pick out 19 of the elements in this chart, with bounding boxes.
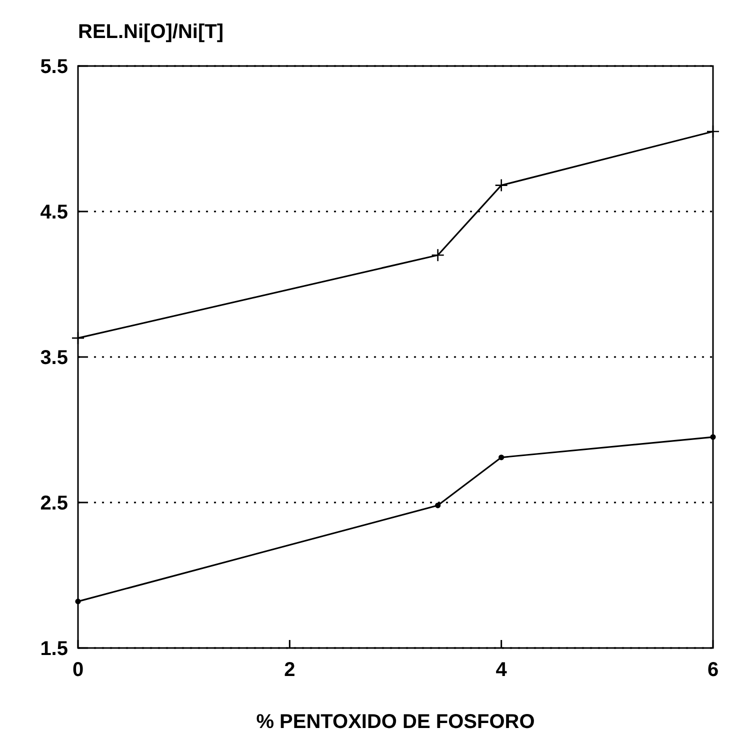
y-axis-title: REL.Ni[O]/Ni[T] — [78, 21, 224, 43]
y-tick-label: 3.5 — [40, 347, 68, 369]
y-tick-label: 5.5 — [40, 56, 68, 78]
x-tick-label: 2 — [284, 659, 296, 681]
x-tick-label: 0 — [72, 659, 84, 681]
y-tick-label: 4.5 — [40, 202, 68, 224]
point — [494, 178, 508, 192]
point — [498, 454, 504, 460]
point — [75, 598, 81, 604]
point — [435, 502, 441, 508]
point — [431, 248, 444, 262]
point — [706, 124, 720, 138]
y-tick-label: 2.5 — [40, 492, 68, 514]
point — [71, 331, 85, 345]
x-axis-title: % PENTOXIDO DE FOSFORO — [256, 711, 535, 733]
x-tick-label: 6 — [707, 659, 719, 681]
y-tick-label: 1.5 — [40, 638, 68, 660]
x-tick-label: 4 — [496, 659, 508, 681]
point — [710, 434, 716, 440]
